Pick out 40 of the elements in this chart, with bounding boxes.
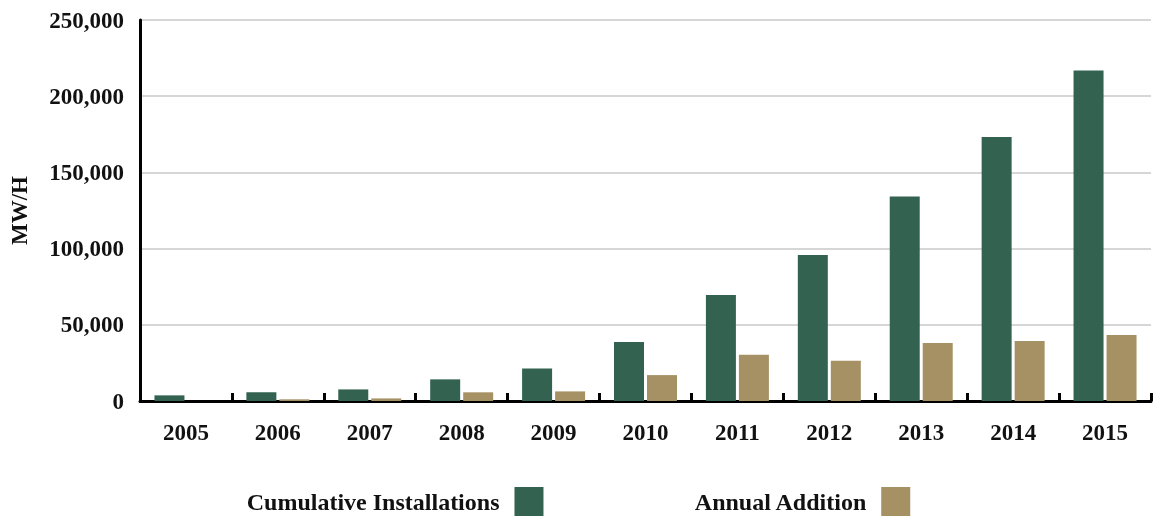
- bar: [830, 360, 861, 401]
- x-tick-label: 2014: [990, 420, 1037, 445]
- x-tick-label: 2015: [1082, 420, 1129, 445]
- y-tick-label: 0: [112, 388, 124, 414]
- x-tick-label: 2008: [438, 420, 485, 445]
- legend-label: Annual Addition: [694, 488, 867, 515]
- bar: [889, 196, 920, 401]
- bar: [738, 354, 769, 401]
- bar: [463, 392, 494, 401]
- y-tick-label: 50,000: [60, 312, 124, 338]
- x-tick-label: 2005: [162, 420, 209, 445]
- bar: [922, 343, 953, 401]
- legend-label: Cumulative Installations: [246, 488, 500, 515]
- bar: [1106, 335, 1137, 401]
- y-tick-label: 100,000: [49, 236, 124, 262]
- bar: [705, 295, 736, 401]
- bar: [154, 395, 185, 401]
- bar: [430, 379, 461, 401]
- bar: [797, 255, 828, 401]
- x-tick-label: 2013: [898, 420, 945, 445]
- bar: [614, 342, 644, 401]
- x-tick-label: 2009: [530, 420, 577, 445]
- x-tick-label: 2012: [806, 420, 853, 445]
- bar: [981, 136, 1012, 401]
- bar: [246, 392, 277, 401]
- x-tick-label: 2006: [254, 420, 301, 445]
- bar: [338, 389, 369, 401]
- x-tick-label: 2011: [715, 420, 760, 445]
- bar: [371, 398, 402, 401]
- bar: [647, 375, 677, 401]
- bar: [1073, 70, 1104, 401]
- y-axis-title: MW/H: [7, 175, 32, 245]
- bar: [522, 368, 553, 401]
- y-tick-label: 150,000: [49, 159, 124, 185]
- y-tick-label: 200,000: [49, 83, 124, 109]
- bar: [555, 391, 586, 401]
- x-tick-label: 2010: [622, 420, 669, 445]
- bar: [1014, 340, 1045, 401]
- x-tick-label: 2007: [346, 420, 393, 445]
- y-tick-label: 250,000: [49, 7, 124, 33]
